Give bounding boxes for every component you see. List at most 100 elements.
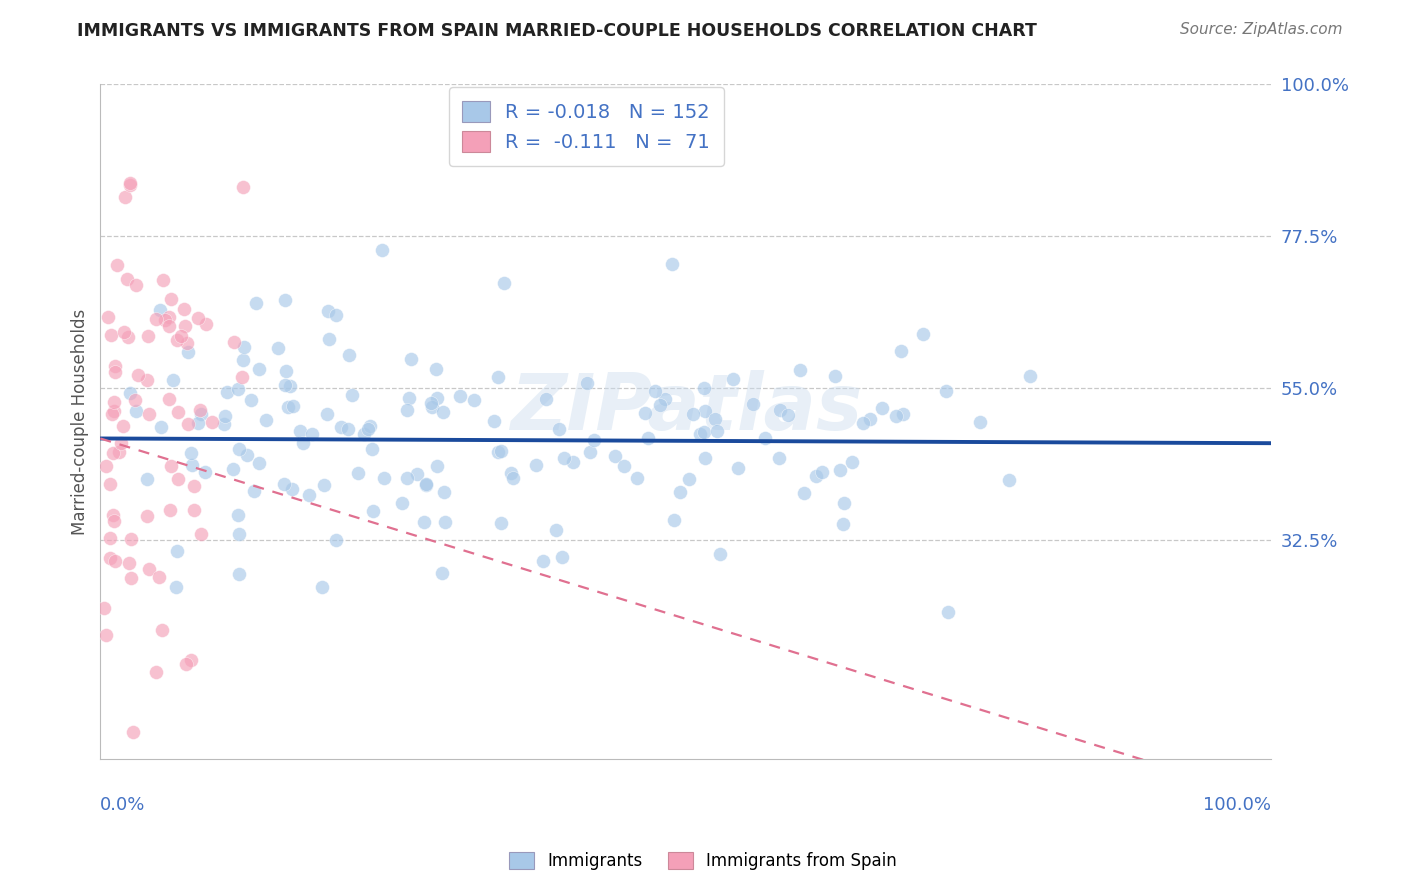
Point <box>103 395 125 409</box>
Point <box>415 476 437 491</box>
Point <box>703 412 725 426</box>
Point <box>226 508 249 522</box>
Point <box>94 458 117 473</box>
Point <box>183 503 205 517</box>
Point <box>491 444 513 458</box>
Point <box>661 256 683 270</box>
Point <box>768 450 790 465</box>
Point <box>841 454 863 468</box>
Point <box>419 396 441 410</box>
Point <box>789 363 811 377</box>
Point <box>148 570 170 584</box>
Point <box>553 450 575 465</box>
Point <box>93 601 115 615</box>
Point <box>357 422 380 436</box>
Point <box>188 402 211 417</box>
Point <box>120 533 142 547</box>
Point <box>98 531 121 545</box>
Point <box>778 408 800 422</box>
Point <box>396 471 419 485</box>
Point <box>222 461 245 475</box>
Point <box>548 422 571 436</box>
Point <box>190 407 212 421</box>
Point <box>425 361 447 376</box>
Point <box>486 369 509 384</box>
Point <box>723 372 745 386</box>
Point <box>232 180 254 194</box>
Point <box>160 458 183 473</box>
Point <box>399 352 422 367</box>
Point <box>273 477 295 491</box>
Point <box>214 409 236 424</box>
Point <box>654 392 676 406</box>
Point <box>187 416 209 430</box>
Point <box>236 449 259 463</box>
Point <box>644 384 666 398</box>
Point <box>337 349 360 363</box>
Point <box>187 310 209 325</box>
Point <box>177 344 200 359</box>
Point <box>353 427 375 442</box>
Point <box>551 550 574 565</box>
Point <box>603 449 626 463</box>
Point <box>254 413 277 427</box>
Point <box>274 377 297 392</box>
Point <box>935 384 957 399</box>
Point <box>110 436 132 450</box>
Point <box>233 340 256 354</box>
Point <box>149 303 172 318</box>
Point <box>117 330 139 344</box>
Point <box>301 426 323 441</box>
Point <box>267 342 290 356</box>
Point <box>176 336 198 351</box>
Point <box>347 467 370 481</box>
Point <box>101 508 124 523</box>
Point <box>890 344 912 359</box>
Point <box>449 389 471 403</box>
Point <box>391 496 413 510</box>
Legend: R = -0.018   N = 152, R =  -0.111   N =  71: R = -0.018 N = 152, R = -0.111 N = 71 <box>449 87 724 166</box>
Point <box>112 326 135 340</box>
Point <box>103 446 125 460</box>
Point <box>486 445 509 459</box>
Point <box>118 178 141 192</box>
Point <box>94 628 117 642</box>
Point <box>159 318 181 333</box>
Point <box>231 369 253 384</box>
Point <box>173 301 195 316</box>
Point <box>669 484 692 499</box>
Text: Source: ZipAtlas.com: Source: ZipAtlas.com <box>1180 22 1343 37</box>
Point <box>104 554 127 568</box>
Point <box>432 405 454 419</box>
Point <box>112 419 135 434</box>
Point <box>501 466 523 480</box>
Point <box>145 665 167 679</box>
Point <box>194 465 217 479</box>
Point <box>689 427 711 442</box>
Point <box>396 403 419 417</box>
Point <box>662 513 685 527</box>
Point <box>398 391 420 405</box>
Point <box>124 392 146 407</box>
Point <box>247 362 270 376</box>
Point <box>247 456 270 470</box>
Point <box>859 411 882 425</box>
Point <box>426 391 449 405</box>
Point <box>969 415 991 429</box>
Point <box>122 725 145 739</box>
Point <box>371 243 394 257</box>
Y-axis label: Married-couple Households: Married-couple Households <box>72 309 89 534</box>
Point <box>157 310 180 324</box>
Point <box>97 310 120 324</box>
Point <box>136 508 159 523</box>
Point <box>167 405 190 419</box>
Point <box>162 373 184 387</box>
Point <box>101 407 124 421</box>
Point <box>157 392 180 406</box>
Point <box>373 471 395 485</box>
Point <box>136 328 159 343</box>
Point <box>693 425 716 440</box>
Point <box>118 176 141 190</box>
Point <box>136 472 159 486</box>
Point <box>613 459 636 474</box>
